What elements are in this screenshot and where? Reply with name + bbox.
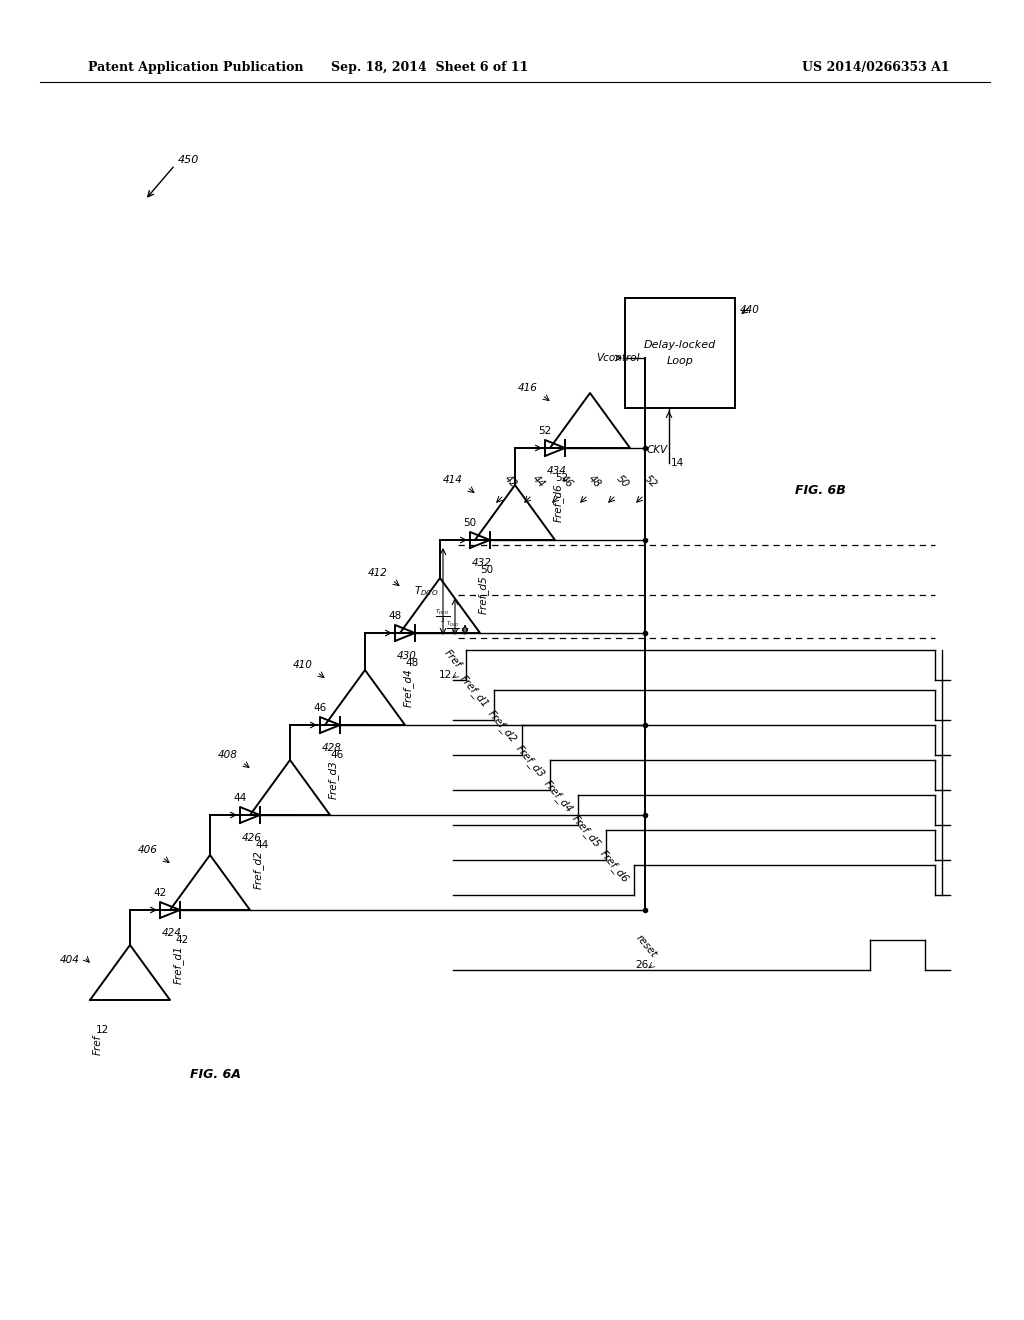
Text: 412: 412: [368, 568, 388, 578]
Text: 48: 48: [388, 611, 401, 620]
Text: 404: 404: [60, 954, 80, 965]
Text: Fref_d5: Fref_d5: [477, 576, 488, 614]
Text: 46: 46: [558, 474, 574, 490]
Text: Fref_d6: Fref_d6: [553, 483, 563, 521]
Text: Vcontrol: Vcontrol: [597, 352, 640, 363]
Text: 52: 52: [539, 426, 552, 436]
Text: Fref: Fref: [442, 648, 463, 671]
Text: 42: 42: [502, 474, 518, 490]
Text: 416: 416: [518, 383, 538, 393]
Text: 44: 44: [255, 840, 268, 850]
Text: 26: 26: [635, 960, 648, 970]
Text: 424: 424: [162, 928, 182, 939]
Text: Fref_d4: Fref_d4: [402, 668, 414, 706]
Text: 408: 408: [218, 750, 238, 760]
Text: FIG. 6B: FIG. 6B: [795, 483, 846, 496]
Bar: [625, 298, 735, 408]
Text: FIG. 6A: FIG. 6A: [189, 1068, 241, 1081]
Text: Fref_d5: Fref_d5: [569, 813, 603, 850]
Text: 14: 14: [671, 458, 684, 469]
Text: 434: 434: [547, 466, 567, 477]
Text: Fref_d1: Fref_d1: [173, 945, 183, 983]
Text: 50: 50: [480, 565, 494, 576]
Text: $\frac{T_{DCO}}{4}$: $\frac{T_{DCO}}{4}$: [446, 619, 460, 636]
Text: 50: 50: [464, 517, 476, 528]
Text: 52: 52: [555, 473, 568, 483]
Text: Loop: Loop: [667, 356, 693, 366]
Text: 44: 44: [233, 793, 247, 803]
Text: 430: 430: [397, 651, 417, 661]
Text: 42: 42: [175, 935, 188, 945]
Text: Patent Application Publication: Patent Application Publication: [88, 62, 303, 74]
Text: 450: 450: [178, 154, 200, 165]
Text: Fref_d2: Fref_d2: [253, 850, 263, 888]
Text: Fref_d3: Fref_d3: [514, 743, 547, 780]
Text: 12: 12: [95, 1026, 109, 1035]
Text: 48: 48: [406, 657, 419, 668]
Text: $T_{DCO}$: $T_{DCO}$: [414, 585, 438, 598]
Text: Fref_d3: Fref_d3: [328, 760, 339, 799]
Text: Fref_d6: Fref_d6: [598, 849, 631, 884]
Text: Sep. 18, 2014  Sheet 6 of 11: Sep. 18, 2014 Sheet 6 of 11: [332, 62, 528, 74]
Text: Fref: Fref: [93, 1035, 103, 1055]
Text: CKV: CKV: [647, 445, 668, 455]
Text: 12: 12: [438, 671, 452, 680]
Text: 46: 46: [331, 750, 344, 760]
Text: 428: 428: [323, 743, 342, 752]
Text: 410: 410: [293, 660, 313, 671]
Text: Fref_d1: Fref_d1: [458, 673, 490, 710]
Text: 48: 48: [586, 474, 602, 490]
Text: 50: 50: [614, 474, 631, 490]
Text: 414: 414: [443, 475, 463, 484]
Text: 52: 52: [642, 474, 658, 490]
Text: 426: 426: [242, 833, 262, 843]
Text: Fref_d2: Fref_d2: [485, 709, 519, 744]
Text: 432: 432: [472, 558, 492, 568]
Text: reset: reset: [634, 933, 659, 960]
Text: 406: 406: [138, 845, 158, 855]
Text: 440: 440: [740, 305, 760, 315]
Text: US 2014/0266353 A1: US 2014/0266353 A1: [803, 62, 950, 74]
Text: 42: 42: [154, 888, 167, 898]
Text: $\frac{T_{DCO}}{2}$: $\frac{T_{DCO}}{2}$: [435, 607, 450, 626]
Text: Fref_d4: Fref_d4: [542, 779, 575, 814]
Text: 44: 44: [530, 474, 547, 490]
Text: Delay-locked: Delay-locked: [644, 341, 716, 350]
Text: 46: 46: [313, 704, 327, 713]
